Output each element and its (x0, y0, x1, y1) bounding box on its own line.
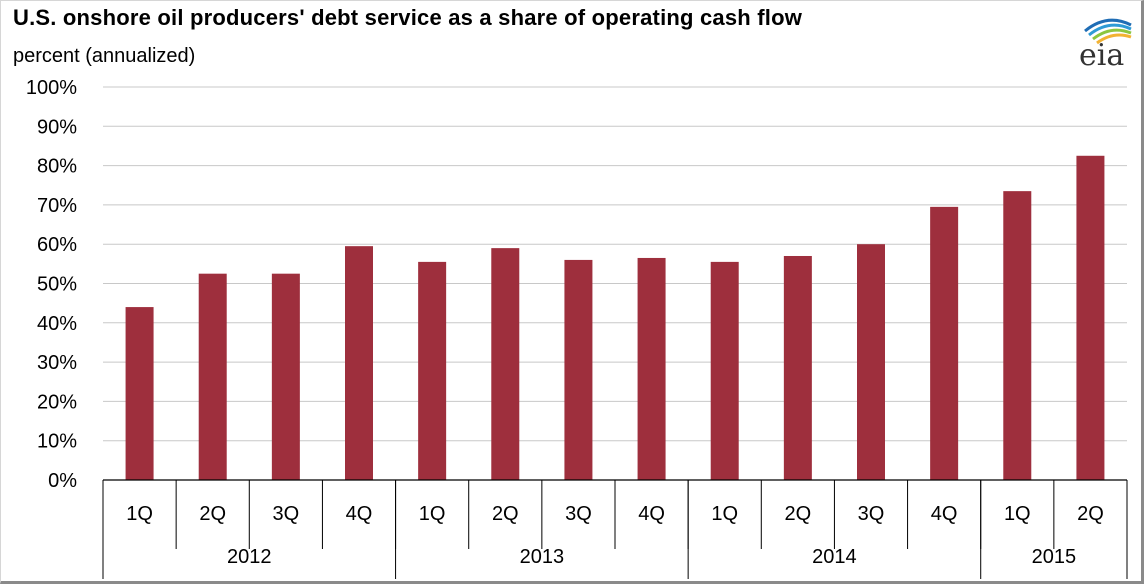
eia-logo: eia (1065, 9, 1141, 73)
y-tick-label: 50% (37, 274, 77, 296)
bar (710, 261, 739, 480)
x-tick-label: 3Q (565, 503, 592, 525)
x-tick-label: 1Q (419, 503, 446, 525)
y-tick-label: 30% (37, 352, 77, 374)
x-tick-label: 4Q (638, 503, 665, 525)
x-tick-label: 2Q (492, 503, 519, 525)
x-tick-label: 4Q (346, 503, 373, 525)
bar (637, 257, 666, 480)
x-year-label: 2012 (227, 546, 272, 568)
x-year-label: 2014 (812, 546, 857, 568)
bar (198, 273, 227, 480)
bar (418, 261, 447, 480)
bar (783, 255, 812, 480)
x-year-label: 2013 (520, 546, 565, 568)
x-tick-label: 3Q (858, 503, 885, 525)
eia-logo-arc (1088, 23, 1132, 37)
x-tick-label: 1Q (126, 503, 153, 525)
bar (930, 206, 959, 481)
eia-logo-arc (1096, 33, 1132, 45)
x-tick-label: 1Q (711, 503, 738, 525)
x-tick-label: 1Q (1004, 503, 1031, 525)
bar (491, 248, 520, 480)
x-tick-label: 2Q (1077, 503, 1104, 525)
bar (345, 246, 373, 480)
y-tick-label: 10% (37, 431, 77, 453)
x-tick-label: 2Q (785, 503, 812, 525)
x-tick-label: 4Q (931, 503, 958, 525)
y-tick-label: 40% (37, 313, 77, 335)
bar (857, 244, 885, 480)
x-year-label: 2015 (1032, 546, 1077, 568)
bar (1003, 191, 1032, 480)
y-tick-label: 80% (37, 156, 77, 178)
y-tick-label: 20% (37, 391, 77, 413)
y-tick-label: 100% (26, 77, 77, 99)
eia-logo-arc (1084, 18, 1132, 33)
eia-logo-text: eia (1079, 38, 1124, 69)
bar (564, 259, 593, 480)
y-tick-label: 70% (37, 195, 77, 217)
eia-logo-icon: eia (1079, 18, 1132, 73)
x-tick-label: 2Q (199, 503, 226, 525)
y-tick-label: 60% (37, 234, 77, 256)
y-tick-label: 90% (37, 116, 77, 138)
bar (125, 307, 154, 480)
x-tick-label: 3Q (273, 503, 300, 525)
y-tick-label: 0% (48, 470, 77, 492)
chart-subtitle: percent (annualized) (13, 45, 196, 67)
bar (1076, 155, 1105, 480)
eia-logo-arc (1092, 28, 1132, 41)
chart-title: U.S. onshore oil producers' debt service… (13, 5, 803, 30)
bar (271, 273, 300, 480)
